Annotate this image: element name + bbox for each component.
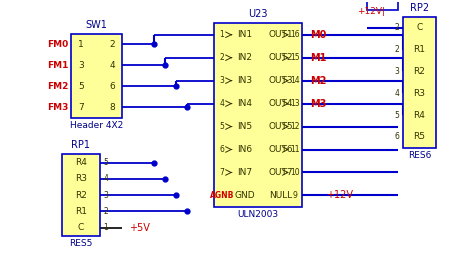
Text: 4: 4 — [110, 61, 115, 70]
Text: M1: M1 — [311, 53, 327, 63]
Text: C: C — [78, 223, 84, 232]
Text: 6: 6 — [395, 132, 400, 142]
Text: 5: 5 — [395, 111, 400, 120]
Text: R4: R4 — [414, 111, 425, 120]
Text: 2: 2 — [220, 53, 224, 62]
Text: FM0: FM0 — [47, 40, 69, 49]
Bar — [367, 0, 398, 10]
Text: 2: 2 — [395, 45, 400, 54]
Text: +12V|: +12V| — [357, 7, 385, 16]
Text: IN4: IN4 — [237, 99, 252, 108]
Text: C: C — [416, 23, 423, 32]
Text: Header 4X2: Header 4X2 — [70, 121, 123, 130]
Text: 3: 3 — [220, 76, 224, 85]
Text: R3: R3 — [414, 89, 425, 98]
Text: 8: 8 — [110, 103, 115, 112]
Text: 11: 11 — [290, 145, 300, 154]
Text: 10: 10 — [290, 168, 300, 177]
Text: IN7: IN7 — [237, 168, 253, 177]
Text: R3: R3 — [75, 174, 87, 183]
Text: IN6: IN6 — [237, 145, 253, 154]
Text: RP2: RP2 — [410, 3, 429, 13]
Text: R5: R5 — [414, 132, 425, 142]
Text: 15: 15 — [290, 53, 300, 62]
Text: 7: 7 — [78, 103, 83, 112]
Text: 6: 6 — [220, 145, 224, 154]
Text: 3: 3 — [395, 67, 400, 76]
Text: RP1: RP1 — [71, 140, 91, 150]
Text: IN2: IN2 — [237, 53, 252, 62]
Text: FM2: FM2 — [47, 82, 69, 91]
Text: RES6: RES6 — [408, 151, 431, 160]
Text: 1: 1 — [220, 30, 224, 39]
Text: R2: R2 — [414, 67, 425, 76]
Text: M2: M2 — [311, 76, 327, 86]
Text: GND: GND — [235, 191, 255, 200]
Text: 2: 2 — [110, 40, 115, 49]
Text: 7: 7 — [220, 168, 224, 177]
Text: +5V: +5V — [129, 223, 150, 233]
Text: M3: M3 — [311, 99, 327, 109]
Text: 2: 2 — [103, 207, 108, 216]
Bar — [403, 17, 436, 148]
Text: U23: U23 — [248, 9, 268, 19]
Text: OUT4: OUT4 — [268, 99, 293, 108]
Text: OUT5: OUT5 — [268, 122, 293, 131]
Text: R1: R1 — [75, 207, 87, 216]
Text: ULN2003: ULN2003 — [237, 210, 279, 219]
Bar — [214, 23, 302, 207]
Text: OUT7: OUT7 — [268, 168, 293, 177]
Text: IN5: IN5 — [237, 122, 253, 131]
Text: IN3: IN3 — [237, 76, 253, 85]
Text: NULL: NULL — [269, 191, 292, 200]
Text: 14: 14 — [290, 76, 300, 85]
Text: 16: 16 — [290, 30, 300, 39]
Text: FM3: FM3 — [47, 103, 69, 112]
Text: RES5: RES5 — [69, 239, 92, 248]
Text: OUT3: OUT3 — [268, 76, 293, 85]
Text: FM1: FM1 — [47, 61, 69, 70]
Text: OUT6: OUT6 — [268, 145, 293, 154]
Text: 3: 3 — [78, 61, 83, 70]
Text: 4: 4 — [220, 99, 224, 108]
Text: OUT1: OUT1 — [268, 30, 293, 39]
Text: 13: 13 — [290, 99, 300, 108]
Text: 12: 12 — [290, 122, 300, 131]
Text: 6: 6 — [110, 82, 115, 91]
Text: AGNB: AGNB — [210, 191, 234, 200]
Text: R1: R1 — [414, 45, 425, 54]
Text: 1: 1 — [78, 40, 83, 49]
Text: R4: R4 — [75, 158, 87, 167]
Text: 4: 4 — [395, 89, 400, 98]
Text: 2: 2 — [395, 23, 400, 32]
Text: R2: R2 — [75, 191, 87, 200]
Text: 9: 9 — [293, 191, 297, 200]
Text: 1: 1 — [103, 223, 108, 232]
Text: 4: 4 — [103, 174, 108, 183]
Text: IN1: IN1 — [237, 30, 253, 39]
Text: 5: 5 — [78, 82, 83, 91]
Text: 5: 5 — [103, 158, 108, 167]
Bar — [62, 155, 100, 236]
Text: 5: 5 — [220, 122, 224, 131]
Text: 3: 3 — [103, 191, 108, 200]
Bar — [71, 34, 122, 118]
Text: SW1: SW1 — [86, 20, 108, 30]
Text: OUT2: OUT2 — [268, 53, 293, 62]
Text: +12V: +12V — [327, 190, 353, 200]
Text: M0: M0 — [311, 30, 327, 40]
